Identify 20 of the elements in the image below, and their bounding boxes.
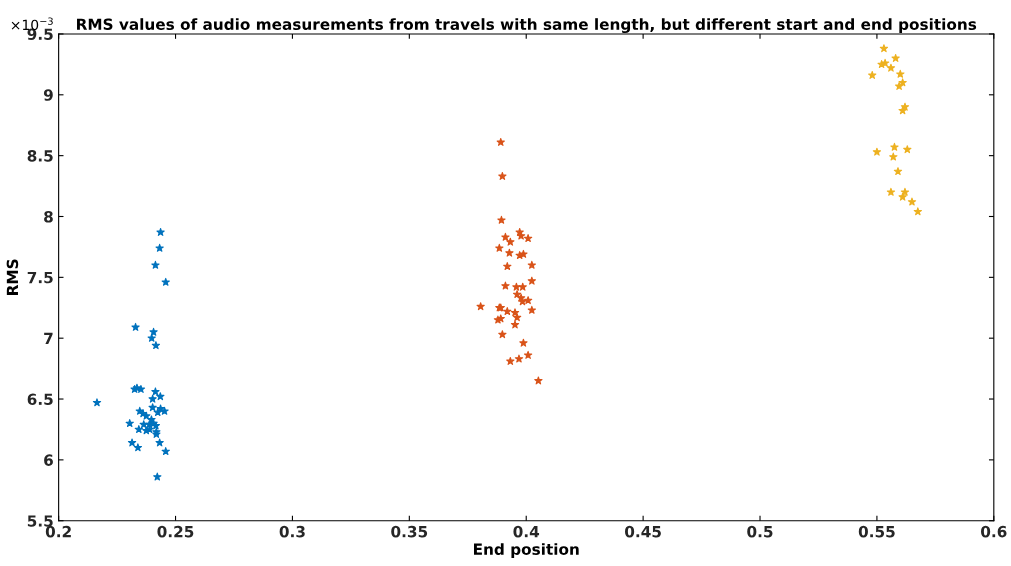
y-tick-label: 5.5 <box>27 515 53 527</box>
y-tick-label: 7.5 <box>27 272 53 284</box>
x-tick-label: 0.5 <box>747 525 773 538</box>
x-tick-label: 0.55 <box>858 525 895 538</box>
x-tick-label: 0.25 <box>157 525 194 538</box>
x-tick-label: 0.45 <box>625 525 661 538</box>
y-tick-label: 9 <box>43 89 53 101</box>
y-axis-title: RMS <box>6 259 19 295</box>
x-axis-title: End position <box>474 543 579 558</box>
x-tick-label: 0.3 <box>279 525 305 538</box>
y-tick-label: 7 <box>44 332 53 344</box>
x-tick-label: 0.4 <box>513 525 540 538</box>
x-tick-label: 0.2 <box>45 525 71 538</box>
chart-title: RMS values of audio measurements from travels with same length, but different start and end positions <box>77 18 977 34</box>
x-tick-label: 0.6 <box>981 525 1007 538</box>
x-tick-label: 0.35 <box>391 525 428 538</box>
y-tick-label: 6 <box>44 454 53 466</box>
y-tick-label: 8.5 <box>27 150 53 162</box>
y-tick-label: 8 <box>44 210 53 223</box>
y-tick-label: 6.5 <box>27 393 53 406</box>
